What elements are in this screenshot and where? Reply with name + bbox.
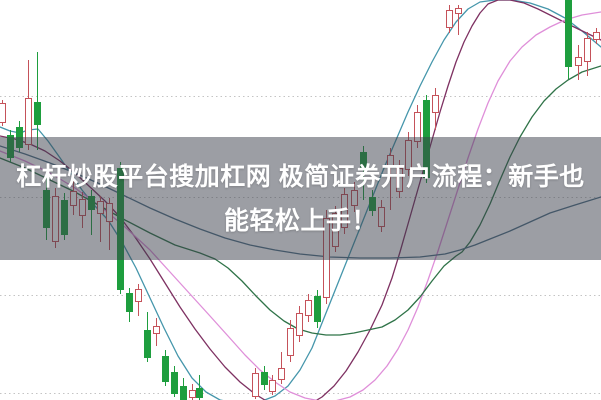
candle-up (0, 103, 6, 123)
candle-up (575, 57, 582, 66)
overlay-banner: 杠杆炒股平台搜加杠网 极简证券开户流程：新手也 能轻松上手！ (0, 137, 601, 260)
candle-down (261, 372, 268, 385)
banner-text-line2: 能轻松上手！ (223, 206, 377, 235)
candle-up (296, 313, 303, 336)
candle-up (153, 326, 160, 334)
candle-up (455, 8, 462, 14)
candle-up (269, 380, 276, 392)
banner-text-line1: 杠杆炒股平台搜加杠网 极简证券开户流程：新手也 (16, 162, 585, 191)
candle-down (34, 102, 41, 125)
candle-down (565, 0, 572, 67)
candle-down (162, 356, 169, 382)
ma-slow-pink (0, 11, 601, 400)
candle-up (278, 368, 285, 380)
candle-down (196, 388, 203, 398)
candle-down (126, 293, 133, 312)
candle-up (252, 373, 259, 397)
candle-up (432, 95, 439, 113)
candle-up (593, 32, 600, 40)
candle-up (135, 289, 142, 302)
candle-down (144, 330, 151, 358)
candle-up (287, 328, 294, 356)
candle-down (314, 296, 321, 322)
candle-down (180, 386, 187, 400)
candle-up (446, 10, 453, 28)
candle-up (189, 390, 196, 398)
candle-down (171, 372, 178, 394)
candle-up (305, 300, 312, 316)
candle-up (584, 38, 591, 62)
